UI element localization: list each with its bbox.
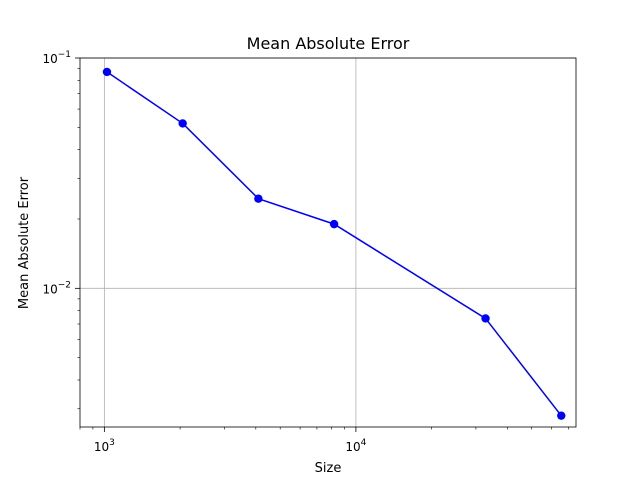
minor-ticks <box>77 68 569 430</box>
x-axis-label: Size <box>315 461 342 476</box>
series-line <box>106 71 562 417</box>
plot-frame <box>79 57 577 428</box>
grid-lines <box>80 57 576 427</box>
data-point <box>481 314 490 323</box>
major-ticks: 103 104 10−2 10−1 <box>42 50 366 454</box>
x-tick-label: 104 <box>345 438 366 454</box>
data-point <box>178 119 187 128</box>
chart-title: Mean Absolute Error <box>247 34 410 53</box>
series-layer <box>102 67 566 420</box>
x-tick-label: 103 <box>94 438 115 454</box>
y-axis-label: Mean Absolute Error <box>17 176 32 309</box>
data-point <box>329 219 339 229</box>
data-point <box>557 411 566 420</box>
y-tick-label: 10−2 <box>42 280 71 296</box>
y-tick-label: 10−1 <box>42 50 71 66</box>
data-point <box>254 194 263 203</box>
data-point <box>102 67 112 77</box>
